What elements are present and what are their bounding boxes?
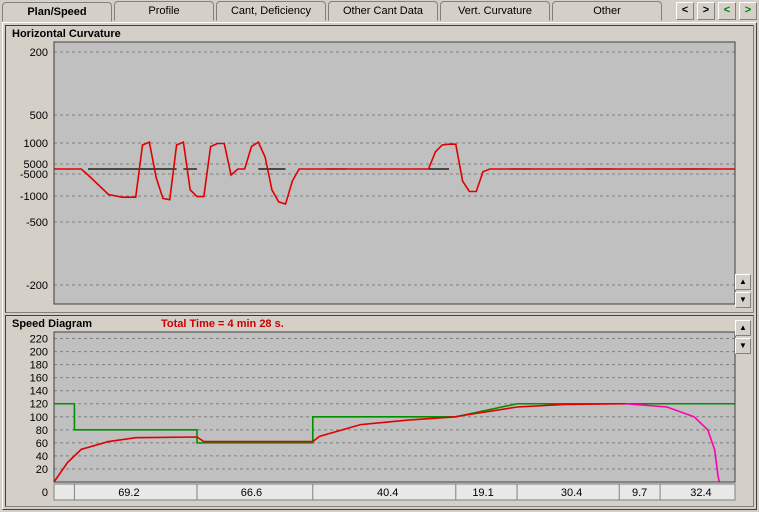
svg-text:-200: -200 <box>26 280 48 292</box>
tab-other-cant-data[interactable]: Other Cant Data <box>328 1 438 21</box>
nav-prev-button[interactable]: < <box>676 2 694 20</box>
svg-text:-1000: -1000 <box>20 191 48 203</box>
nav-next-button[interactable]: > <box>697 2 715 20</box>
svg-text:220: 220 <box>30 334 48 346</box>
tab-strip: Plan/Speed Profile Cant, Deficiency Othe… <box>2 1 664 21</box>
chart2-scroll-down-button[interactable]: ▼ <box>735 338 751 354</box>
svg-text:-5000: -5000 <box>20 169 48 181</box>
svg-text:32.4: 32.4 <box>690 487 711 499</box>
svg-text:9.7: 9.7 <box>632 487 647 499</box>
tab-vert-curvature[interactable]: Vert. Curvature <box>440 1 550 21</box>
svg-text:19.1: 19.1 <box>472 487 493 499</box>
top-bar: Plan/Speed Profile Cant, Deficiency Othe… <box>0 0 759 22</box>
svg-text:160: 160 <box>30 373 48 385</box>
chart1-vscroll: ▲ ▼ <box>735 274 751 308</box>
svg-text:180: 180 <box>30 360 48 372</box>
svg-text:140: 140 <box>30 386 48 398</box>
nav-button-group: < > < > <box>676 2 757 20</box>
chart1-svg: 20050010005000-5000-1000-500-200 <box>6 26 755 312</box>
svg-text:40: 40 <box>36 451 48 463</box>
svg-text:100: 100 <box>30 412 48 424</box>
nav-prev-green-button[interactable]: < <box>718 2 736 20</box>
svg-text:66.6: 66.6 <box>241 487 262 499</box>
svg-text:80: 80 <box>36 425 48 437</box>
svg-text:0: 0 <box>42 487 48 499</box>
chart2-svg: 20406080100120140160180200220 0 69.2 66.6 40… <box>6 316 755 506</box>
tab-other[interactable]: Other <box>552 1 662 21</box>
tab-plan-speed[interactable]: Plan/Speed <box>2 2 112 22</box>
svg-text:-500: -500 <box>26 217 48 229</box>
chart2-vscroll: ▲ ▼ <box>735 320 751 354</box>
tab-cant-deficiency[interactable]: Cant, Deficiency <box>216 1 326 21</box>
chart1-scroll-up-button[interactable]: ▲ <box>735 274 751 290</box>
chart1-scroll-down-button[interactable]: ▼ <box>735 292 751 308</box>
svg-text:1000: 1000 <box>24 138 48 150</box>
svg-text:60: 60 <box>36 438 48 450</box>
main-panel: Horizontal Curvature 20050010005000-5000… <box>2 22 757 510</box>
nav-next-green-button[interactable]: > <box>739 2 757 20</box>
chart2-scroll-up-button[interactable]: ▲ <box>735 320 751 336</box>
chart2-title: Speed Diagram <box>12 318 92 330</box>
chart-speed-diagram: Speed Diagram Total Time = 4 min 28 s. 2… <box>5 315 754 507</box>
svg-text:20: 20 <box>36 464 48 476</box>
svg-text:200: 200 <box>30 47 48 59</box>
svg-text:120: 120 <box>30 399 48 411</box>
chart1-title: Horizontal Curvature <box>12 28 121 40</box>
svg-text:69.2: 69.2 <box>118 487 139 499</box>
svg-text:30.4: 30.4 <box>561 487 582 499</box>
svg-text:40.4: 40.4 <box>377 487 398 499</box>
svg-text:200: 200 <box>30 347 48 359</box>
svg-text:500: 500 <box>30 110 48 122</box>
tab-profile[interactable]: Profile <box>114 1 214 21</box>
chart2-annotation: Total Time = 4 min 28 s. <box>161 318 284 330</box>
chart-horizontal-curvature: Horizontal Curvature 20050010005000-5000… <box>5 25 754 313</box>
